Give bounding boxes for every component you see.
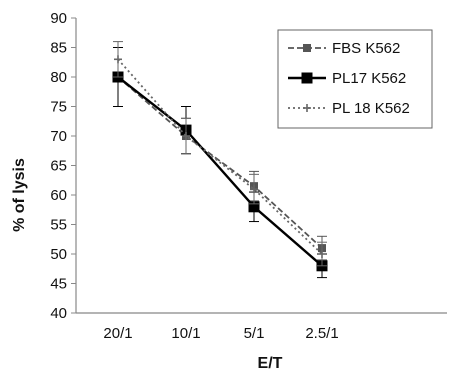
legend-swatch-marker: [303, 104, 311, 112]
data-point: [248, 201, 260, 213]
y-tick-label: 70: [50, 128, 67, 145]
legend-swatch-marker: [301, 72, 313, 84]
y-tick-label: 60: [50, 187, 67, 204]
y-tick-label: 40: [50, 305, 67, 322]
y-axis-label: % of lysis: [11, 158, 28, 232]
y-tick-label: 45: [50, 276, 67, 293]
x-tick-label: 10/1: [171, 325, 200, 342]
data-point: [318, 250, 326, 258]
data-point: [114, 55, 122, 64]
x-tick-label: 20/1: [103, 325, 132, 342]
y-tick-label: 80: [50, 69, 67, 86]
x-tick-label: 5/1: [244, 325, 265, 342]
y-tick-label: 55: [50, 217, 67, 234]
legend: FBS K562 PL17 K562 PL 18 K562: [277, 29, 433, 129]
series-line: [117, 76, 323, 249]
data-point: [250, 185, 258, 194]
series-3: [113, 41, 327, 267]
series-line: [117, 58, 323, 255]
y-tick-label: 75: [50, 99, 67, 116]
x-axis-label: E/T: [258, 355, 283, 372]
series-line: [117, 76, 323, 267]
legend-label: FBS K562: [332, 40, 400, 57]
y-tick-label: 85: [50, 40, 67, 57]
legend-label: PL 18 K562: [332, 100, 410, 117]
x-tick-label: 2.5/1: [305, 325, 338, 342]
data-point: [182, 132, 190, 140]
y-tick-label: 90: [50, 10, 67, 27]
y-tick-label: 50: [50, 246, 67, 263]
y-tick-label: 65: [50, 158, 67, 175]
legend-label: PL17 K562: [332, 70, 406, 87]
legend-swatch-marker: [303, 44, 311, 52]
